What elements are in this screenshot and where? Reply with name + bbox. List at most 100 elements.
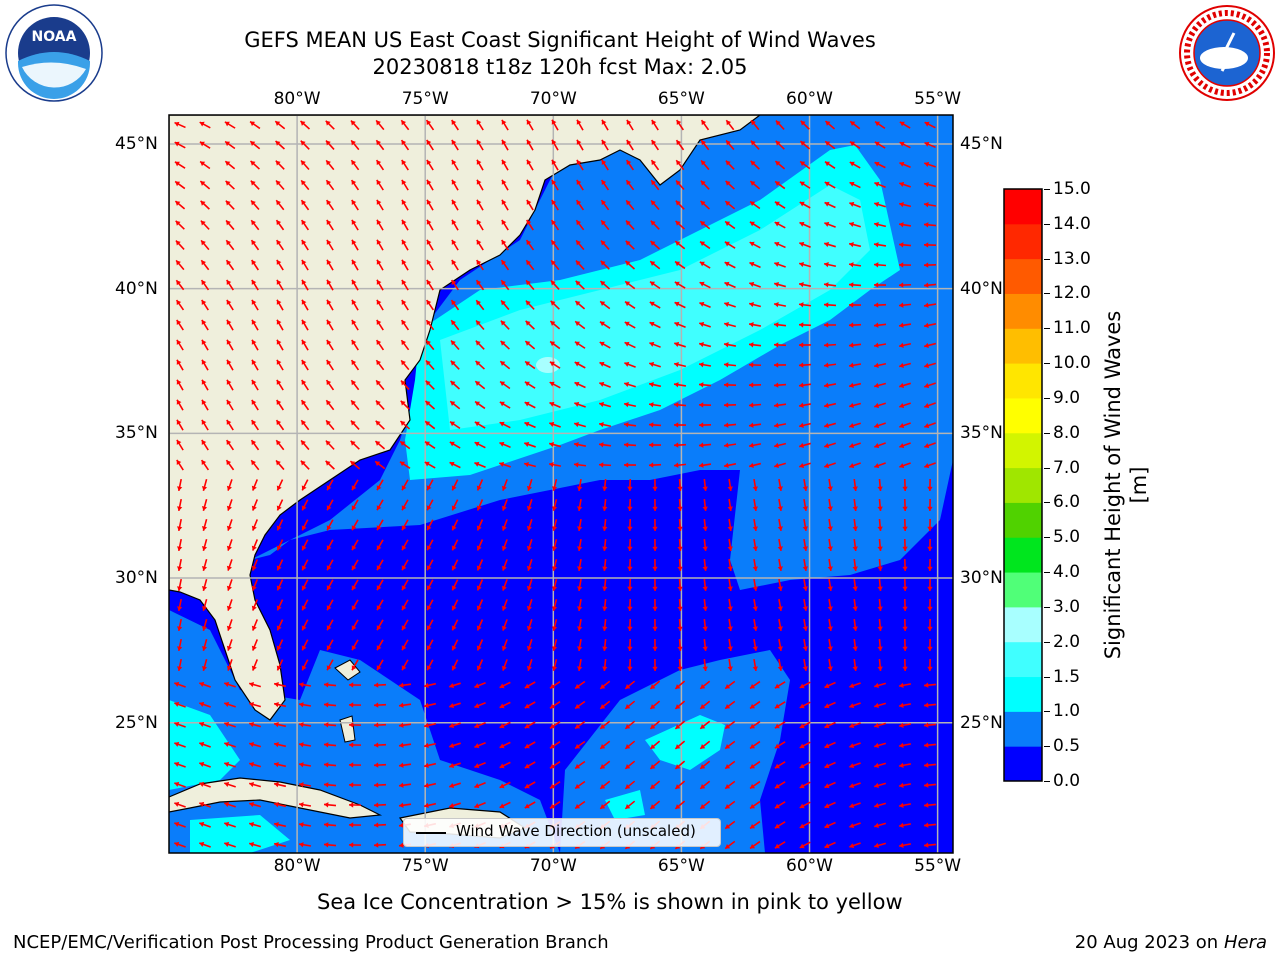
wave-arrow [673, 361, 687, 368]
wave-arrow [649, 700, 661, 710]
wave-arrow [874, 141, 886, 149]
wave-arrow [426, 239, 434, 251]
wave-arrow [923, 282, 937, 288]
wave-arrow [451, 259, 459, 271]
wave-arrow [773, 442, 787, 449]
wave-arrow [649, 680, 661, 690]
wave-arrow [627, 558, 633, 572]
wave-arrow [474, 762, 486, 769]
wave-arrow [674, 281, 686, 289]
wave-arrow [501, 659, 508, 671]
lon-tick-bottom-1: 75°W [401, 856, 449, 876]
wave-arrow [627, 598, 633, 612]
wave-arrow [375, 139, 385, 151]
wave-arrow [577, 518, 583, 532]
wave-arrow [827, 498, 833, 512]
wave-arrow [674, 800, 686, 810]
wave-arrow [652, 558, 658, 572]
wave-arrow [177, 578, 183, 592]
wave-arrow [899, 462, 911, 469]
wave-arrow [348, 742, 362, 748]
wave-arrow [401, 159, 409, 171]
wave-arrow [526, 179, 534, 191]
wave-arrow [902, 638, 908, 652]
wave-arrow [898, 282, 912, 288]
wave-arrow [199, 721, 211, 728]
wave-arrow [501, 579, 508, 591]
wave-arrow [225, 239, 235, 251]
wave-arrow [698, 341, 712, 348]
colorbar-tick-mark-13 [1044, 328, 1050, 330]
wave-arrow [323, 802, 337, 808]
wave-arrow [351, 659, 359, 671]
wave-arrow [326, 359, 334, 371]
wave-arrow [300, 460, 310, 470]
wave-arrow [902, 598, 908, 612]
wave-arrow [600, 260, 610, 270]
wave-arrow [748, 442, 762, 448]
wave-arrow [525, 259, 535, 271]
wave-arrow [400, 319, 410, 331]
wave-arrow [398, 762, 412, 768]
wave-arrow [174, 200, 186, 210]
wave-arrow [749, 720, 761, 730]
wave-arrow [225, 200, 235, 210]
wave-arrow [350, 159, 360, 171]
wave-arrow [699, 800, 711, 810]
wave-arrow [526, 479, 533, 491]
wave-arrow [276, 299, 284, 311]
lat-tick-left-2: 35°N [115, 423, 158, 444]
wave-arrow [401, 619, 409, 631]
wave-arrow [898, 342, 912, 348]
wave-arrow [450, 279, 460, 291]
wave-arrow [577, 478, 583, 492]
wave-arrow [201, 619, 208, 631]
wave-arrow [199, 141, 211, 149]
wave-arrow [423, 782, 437, 789]
wave-arrow [551, 638, 558, 652]
colorbar-segment-13 [1004, 293, 1042, 329]
wave-arrow [175, 299, 185, 311]
wave-arrow [501, 219, 509, 231]
wave-arrow [273, 761, 287, 768]
wave-arrow [724, 261, 736, 269]
wave-arrow [298, 782, 312, 788]
wave-arrow [323, 842, 337, 848]
wave-arrow [827, 558, 833, 572]
wave-arrow [300, 159, 310, 171]
wave-arrow [849, 140, 861, 150]
wave-arrow [652, 538, 658, 552]
wave-arrow [699, 780, 711, 790]
wave-arrow [176, 419, 184, 431]
wave-arrow [325, 399, 335, 411]
wave-arrow [249, 721, 261, 728]
wave-arrow [802, 538, 808, 552]
wave-arrow [326, 499, 334, 511]
wave-arrow [849, 802, 861, 809]
wave-arrow [623, 422, 637, 428]
wave-arrow [574, 421, 586, 428]
wave-arrow [702, 518, 708, 532]
wave-arrow [350, 359, 360, 371]
lon-tick-top-4: 60°W [786, 89, 833, 109]
wave-arrow [549, 741, 561, 749]
wave-arrow [576, 119, 584, 131]
wave-arrow [326, 299, 334, 311]
wave-arrow [301, 639, 309, 651]
wave-arrow [351, 559, 359, 571]
wave-arrow [323, 742, 337, 748]
wave-arrow [375, 339, 385, 351]
wave-arrow [724, 840, 736, 850]
wave-arrow [499, 741, 511, 749]
wave-arrow [650, 139, 660, 151]
wave-arrow [573, 442, 587, 448]
wave-arrow [376, 639, 384, 651]
wave-arrow [376, 619, 384, 631]
wave-arrow [599, 401, 611, 408]
wave-arrow [549, 781, 561, 789]
wave-arrow [798, 342, 812, 348]
wave-arrow [200, 259, 210, 271]
wave-arrow [877, 618, 883, 632]
wave-arrow [551, 658, 558, 672]
wave-arrow [200, 459, 210, 471]
